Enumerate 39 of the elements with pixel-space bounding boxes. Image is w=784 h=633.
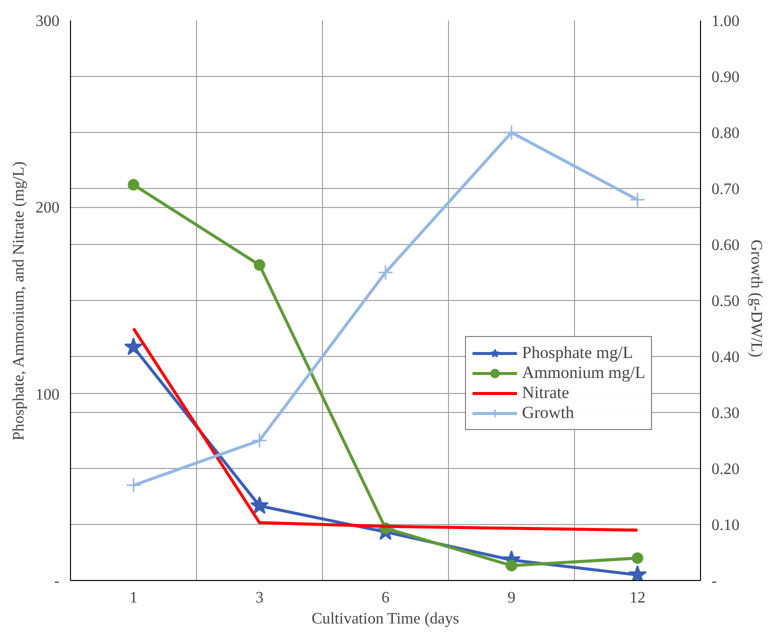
legend-label: Nitrate [522,383,570,403]
point [378,264,394,280]
y2-tick-label: 0.20 [712,461,740,478]
y-tick-label: - [54,573,60,590]
y2-tick-label: 0.70 [712,181,740,198]
legend-label: Ammonium mg/L [522,363,646,383]
y2-tick-label: 0.30 [712,405,740,422]
y2-tick-label: 0.90 [712,69,740,86]
y2-tick-label: - [712,573,717,590]
legend-label: Growth [522,403,574,423]
x-tick-label: 6 [382,590,390,606]
x-tick-label: 1 [130,590,138,606]
point [124,337,143,356]
point [632,552,644,564]
point [506,560,518,572]
y-tick-label: 200 [36,200,60,217]
x-tick-label: 3 [256,590,264,606]
point [504,124,520,140]
y2-tick-label: 0.40 [712,349,740,366]
point [628,565,647,580]
point [630,192,646,208]
y-axis-title: Phosphate, Ammonium, and Nitrate (mg/L) [10,161,28,440]
y2-axis-title: Growth (g-DW/L) [748,240,764,358]
point [250,496,269,514]
x-tick-label: 9 [508,590,516,606]
y2-tick-label: 0.80 [712,125,740,142]
point [128,179,140,191]
point [254,259,266,271]
y2-tick-label: 0.50 [712,293,740,310]
x-tick-label: 12 [630,590,646,606]
y2-tick-label: 1.00 [712,13,740,30]
y-tick-label: 300 [36,13,60,30]
point [126,478,142,494]
x-axis-title: Cultivation Time (days [312,610,460,628]
point [252,432,268,448]
legend-label: Phosphate mg/L [522,343,633,363]
y2-tick-label: 0.60 [712,237,740,254]
y-tick-label: 100 [36,386,60,404]
y2-tick-label: 0.10 [712,517,740,534]
